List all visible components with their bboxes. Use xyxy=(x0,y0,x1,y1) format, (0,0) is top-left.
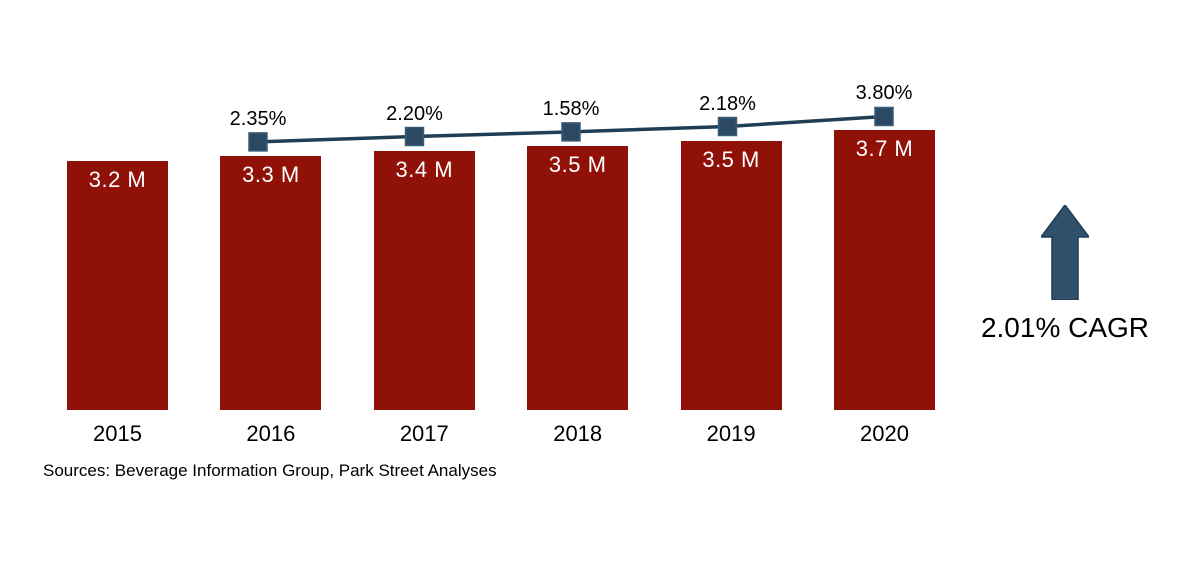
bar-2015: 3.2 M xyxy=(67,161,168,410)
cagr-label: 2.01% CAGR xyxy=(980,312,1150,343)
x-axis-label-2019: 2019 xyxy=(706,421,756,446)
bar-value-label-2018: 3.5 M xyxy=(548,151,607,177)
up-arrow-icon xyxy=(1041,205,1089,300)
bar-value-label-2016: 3.3 M xyxy=(242,161,300,187)
line-marker-2018 xyxy=(561,122,581,142)
bar-value-label-2020: 3.7 M xyxy=(855,136,914,162)
x-axis-label-2018: 2018 xyxy=(553,421,603,446)
growth-label-2020: 3.80% xyxy=(855,82,913,105)
bar-value-label-2015: 3.2 M xyxy=(88,167,147,193)
bar-2020: 3.7 M xyxy=(834,130,935,410)
growth-label-2019: 2.18% xyxy=(699,92,756,115)
bar-2019: 3.5 M xyxy=(680,140,782,410)
up-arrow-shape xyxy=(1041,205,1089,300)
growth-label-2018: 1.58% xyxy=(542,97,600,120)
bar-2017: 3.4 M xyxy=(373,150,475,410)
bar-value-label-2019: 3.5 M xyxy=(702,146,760,172)
line-marker-2020 xyxy=(874,106,894,127)
x-axis-label-2016: 2016 xyxy=(246,421,296,446)
x-axis-label-2020: 2020 xyxy=(860,421,909,446)
growth-label-2017: 2.20% xyxy=(386,102,443,125)
growth-label-2016: 2.35% xyxy=(229,107,287,130)
line-marker-2017 xyxy=(404,126,425,147)
bar-2016: 3.3 M xyxy=(220,155,322,410)
line-marker-2019 xyxy=(717,116,738,137)
x-axis-label-2017: 2017 xyxy=(399,421,449,446)
cagr-annotation: 2.01% CAGR xyxy=(955,205,1175,344)
bar-2018: 3.5 M xyxy=(527,145,629,410)
line-marker-2016 xyxy=(248,132,268,152)
sources-note: Sources: Beverage Information Group, Par… xyxy=(43,461,497,480)
x-axis-label-2015: 2015 xyxy=(93,421,142,446)
bar-value-label-2017: 3.4 M xyxy=(395,156,454,182)
